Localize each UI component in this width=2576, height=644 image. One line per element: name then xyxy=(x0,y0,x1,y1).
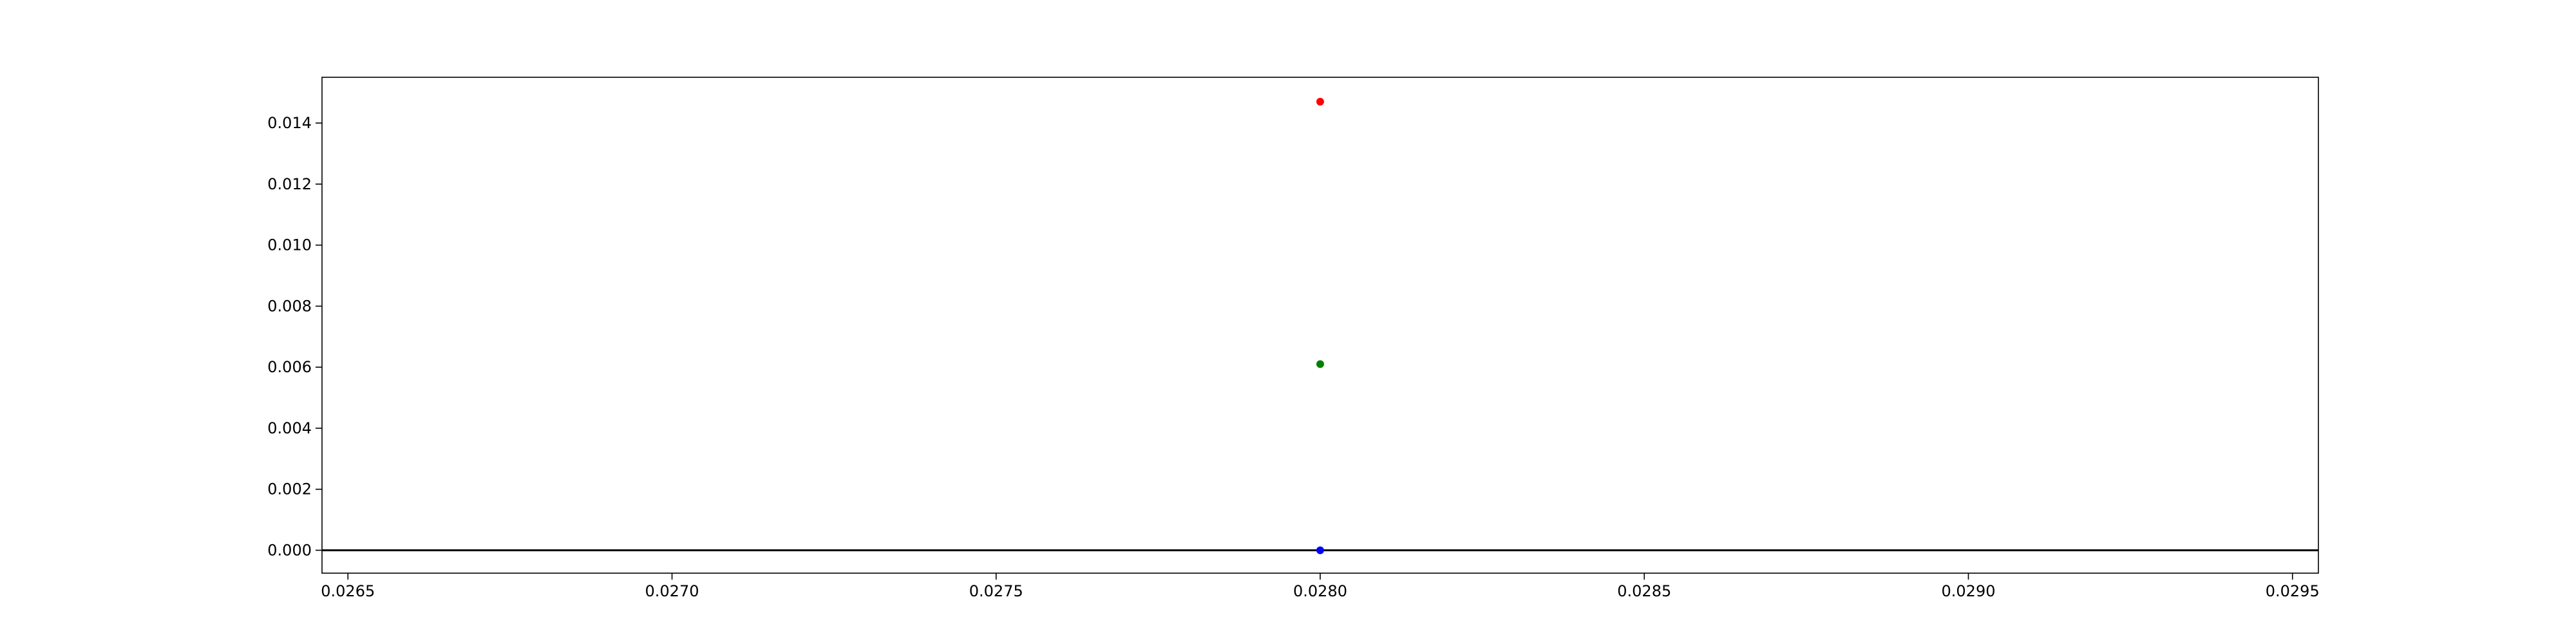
x-tick-label: 0.0270 xyxy=(645,582,699,600)
x-tick-label: 0.0295 xyxy=(2266,582,2320,600)
x-tick-label: 0.0275 xyxy=(969,582,1023,600)
y-tick-label: 0.000 xyxy=(267,541,312,559)
data-point xyxy=(1316,360,1324,368)
y-tick-label: 0.004 xyxy=(267,419,312,437)
y-tick-label: 0.002 xyxy=(267,480,312,498)
y-tick-label: 0.010 xyxy=(267,236,312,254)
x-tick-label: 0.0280 xyxy=(1293,582,1347,600)
y-tick-label: 0.008 xyxy=(267,297,312,315)
x-tick-label: 0.0290 xyxy=(1942,582,1996,600)
data-point xyxy=(1316,97,1324,106)
y-tick-label: 0.014 xyxy=(267,114,312,132)
y-tick-label: 0.006 xyxy=(267,358,312,376)
y-tick-label: 0.012 xyxy=(267,175,312,193)
x-axis: 0.0265 0.0270 0.0275 0.0280 0.0285 0.0290 0.02… xyxy=(321,573,2320,600)
data-points-layer xyxy=(1316,97,1324,554)
y-axis: 0.000 0.002 0.004 0.006 0.008 0.010 0.012 0.014 xyxy=(267,114,322,559)
data-point xyxy=(1316,546,1324,554)
x-tick-label: 0.0265 xyxy=(321,582,375,600)
axes-frame xyxy=(321,77,2319,574)
x-tick-label: 0.0285 xyxy=(1617,582,1671,600)
